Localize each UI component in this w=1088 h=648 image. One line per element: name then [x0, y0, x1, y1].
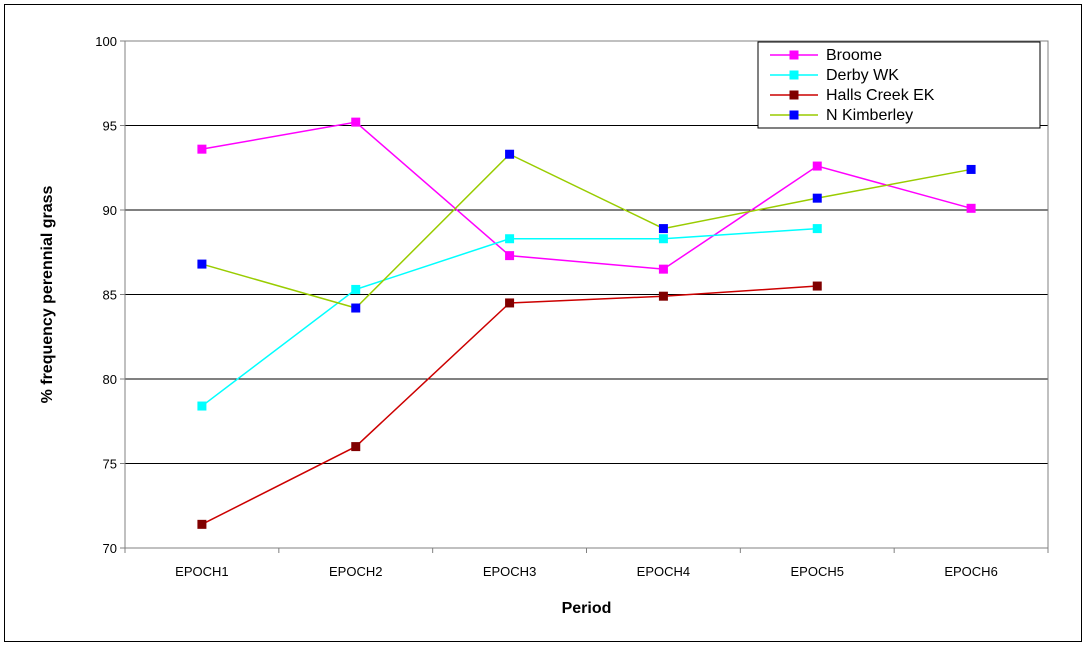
- legend-label: Derby WK: [826, 67, 899, 84]
- x-axis-title: Period: [562, 600, 612, 617]
- data-point: [966, 203, 976, 213]
- data-point: [966, 164, 976, 174]
- y-tick-label: 90: [103, 203, 117, 218]
- legend-item: Halls Creek EK: [770, 87, 935, 104]
- data-point: [197, 144, 207, 154]
- series-line: [201, 285, 818, 526]
- legend: Broome Derby WK Halls Creek EK N Kimberley: [757, 41, 1041, 129]
- legend-item: N Kimberley: [770, 107, 913, 124]
- series-line: [201, 153, 972, 309]
- data-point: [812, 193, 822, 203]
- data-point: [658, 291, 668, 301]
- legend-label: Halls Creek EK: [826, 87, 935, 104]
- data-point: [812, 224, 822, 234]
- data-point: [505, 234, 515, 244]
- series-group: [197, 117, 976, 529]
- legend-marker: [789, 110, 799, 120]
- data-point: [351, 442, 361, 452]
- series-line: [201, 121, 972, 270]
- y-tick-label: 70: [103, 541, 117, 556]
- data-point: [812, 161, 822, 171]
- y-tick-label: 75: [103, 457, 117, 472]
- legend-item: Derby WK: [770, 67, 899, 84]
- series-2: [197, 281, 822, 529]
- y-axis-title: % frequency perennial grass: [39, 185, 56, 403]
- data-point: [351, 284, 361, 294]
- series-0: [197, 117, 976, 274]
- x-tick-label: EPOCH5: [791, 564, 844, 579]
- y-tick-label: 100: [95, 34, 117, 49]
- data-point: [812, 281, 822, 291]
- data-point: [197, 259, 207, 269]
- data-point: [658, 224, 668, 234]
- data-point: [351, 117, 361, 127]
- x-tick-label: EPOCH6: [944, 564, 997, 579]
- legend-marker: [789, 70, 799, 80]
- y-tick-label: 85: [103, 288, 117, 303]
- y-axis-ticks: 70 75 80 85 90 95 100: [95, 34, 125, 556]
- data-point: [505, 149, 515, 159]
- x-axis-ticks: EPOCH1 EPOCH2 EPOCH3 EPOCH4 EPOCH5 EPOCH6: [124, 548, 1049, 579]
- legend-label: N Kimberley: [826, 107, 913, 124]
- series-3: [197, 149, 976, 313]
- legend-marker: [789, 50, 799, 60]
- series-1: [197, 224, 822, 411]
- y-tick-label: 80: [103, 372, 117, 387]
- y-tick-label: 95: [103, 119, 117, 134]
- x-tick-label: EPOCH2: [329, 564, 382, 579]
- data-point: [658, 234, 668, 244]
- legend-item: Broome: [770, 47, 882, 64]
- x-tick-label: EPOCH3: [483, 564, 536, 579]
- data-point: [658, 264, 668, 274]
- data-point: [351, 303, 361, 313]
- x-tick-label: EPOCH4: [637, 564, 690, 579]
- data-point: [505, 251, 515, 261]
- x-tick-label: EPOCH1: [175, 564, 228, 579]
- legend-label: Broome: [826, 47, 882, 64]
- data-point: [197, 519, 207, 529]
- legend-marker: [789, 90, 799, 100]
- legend-box: [757, 41, 1041, 129]
- data-point: [505, 298, 515, 308]
- data-point: [197, 401, 207, 411]
